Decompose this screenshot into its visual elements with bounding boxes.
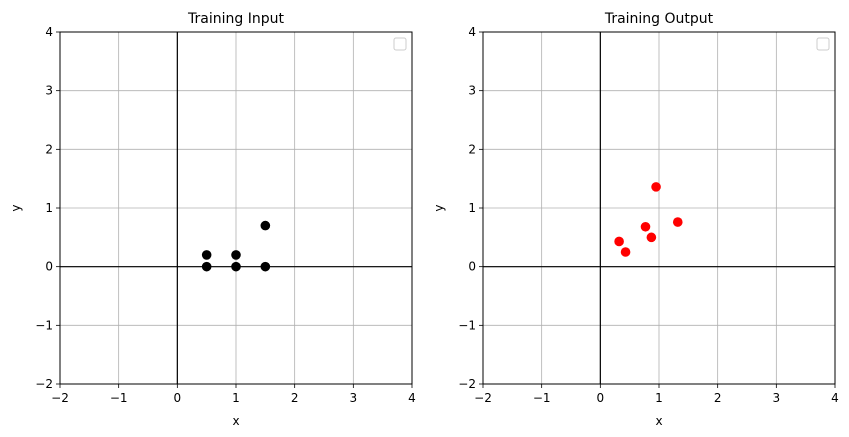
- x-tick-label: 3: [350, 391, 358, 405]
- y-tick-label: 0: [45, 260, 53, 274]
- data-point: [672, 217, 683, 227]
- x-tick-label: 2: [714, 391, 722, 405]
- data-point: [614, 236, 624, 247]
- x-tick-label: 2: [291, 391, 299, 405]
- x-axis-label: x: [232, 414, 239, 428]
- y-axis-label: y: [432, 204, 446, 211]
- data-point: [260, 220, 271, 231]
- data-point: [260, 261, 271, 272]
- y-tick-label: 1: [468, 201, 476, 215]
- data-point: [201, 250, 212, 260]
- chart-title: Training Input: [187, 11, 284, 27]
- x-tick-label: 0: [174, 391, 182, 405]
- x-tick-label: 4: [831, 391, 839, 405]
- y-tick-label: 2: [45, 142, 53, 156]
- x-tick-label: −2: [474, 391, 492, 405]
- legend-box: [393, 37, 407, 51]
- chart-title: Training Output: [604, 11, 714, 27]
- x-tick-label: 3: [773, 391, 781, 405]
- y-tick-label: 1: [45, 201, 53, 215]
- data-point: [201, 261, 212, 272]
- data-point: [620, 247, 631, 257]
- y-tick-label: 0: [468, 260, 476, 274]
- x-tick-label: −2: [51, 391, 69, 405]
- y-tick-label: 3: [468, 84, 476, 98]
- legend-box: [816, 37, 830, 51]
- data-point: [231, 261, 241, 272]
- x-tick-label: 1: [232, 391, 240, 405]
- y-tick-label: 3: [45, 84, 53, 98]
- x-tick-label: 4: [408, 391, 416, 405]
- y-tick-label: 4: [468, 25, 476, 39]
- y-axis-label: y: [9, 204, 23, 211]
- data-point: [646, 232, 657, 243]
- x-tick-label: 0: [597, 391, 605, 405]
- x-tick-label: −1: [110, 391, 128, 405]
- y-tick-label: −2: [35, 377, 53, 391]
- y-tick-label: 2: [468, 142, 476, 156]
- x-axis-label: x: [655, 414, 662, 428]
- data-point: [651, 182, 661, 192]
- y-tick-label: 4: [45, 25, 53, 39]
- x-tick-label: 1: [655, 391, 663, 405]
- data-point: [231, 250, 241, 260]
- x-tick-label: −1: [533, 391, 551, 405]
- y-tick-label: −1: [35, 318, 53, 332]
- data-point: [640, 221, 651, 232]
- y-tick-label: −1: [458, 318, 476, 332]
- training-input-chart: −2 −1 0 1 2 3 4 −2 −1 0 1 2 3 4 Training Input x y: [9, 11, 416, 428]
- training-output-chart: −2 −1 0 1 2 3 4 −2 −1 0 1 2 3 4 Training Output x y: [432, 11, 839, 428]
- y-tick-label: −2: [458, 377, 476, 391]
